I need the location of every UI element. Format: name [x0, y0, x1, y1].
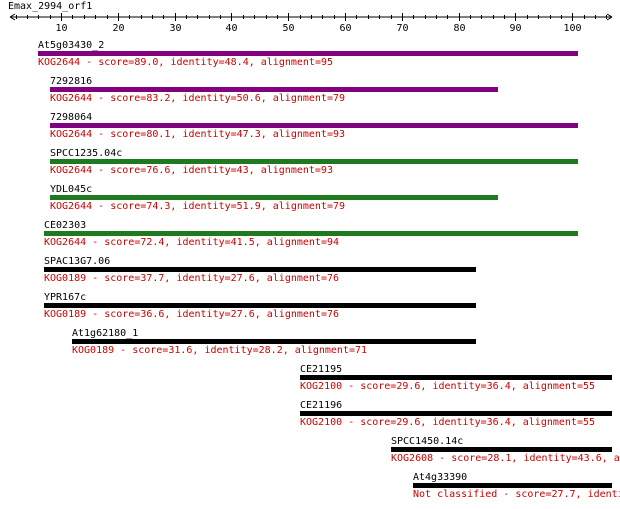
hit-row[interactable]: 7298064 KOG2644 - score=80.1, identity=47…: [50, 112, 578, 140]
hit-row[interactable]: SPCC1235.04c KOG2644 - score=76.6, identi…: [50, 148, 578, 176]
hit-info: KOG0189 - score=37.7, identity=27.6, ali…: [44, 273, 339, 284]
hit-row[interactable]: SPAC13G7.06 KOG0189 - score=37.7, identit…: [44, 256, 476, 284]
hit-name[interactable]: SPCC1450.14c: [391, 436, 463, 447]
hit-alignment-bar[interactable]: [391, 447, 612, 452]
axis-tick-label: 70: [396, 23, 408, 34]
hit-name[interactable]: YPR167c: [44, 292, 86, 303]
axis-tick-label: 20: [112, 23, 124, 34]
axis-tick-label: 40: [225, 23, 237, 34]
axis-tick-label: 100: [563, 23, 581, 34]
hit-row[interactable]: CE21195 KOG2100 - score=29.6, identity=36…: [300, 364, 612, 392]
axis-tick-label: 50: [282, 23, 294, 34]
axis-tick-label: 90: [509, 23, 521, 34]
hit-row[interactable]: YDL045c KOG2644 - score=74.3, identity=51…: [50, 184, 498, 212]
hit-name[interactable]: 7292816: [50, 76, 92, 87]
hit-name[interactable]: CE21195: [300, 364, 342, 375]
hit-info: KOG2608 - score=28.1, identity=43.6, ali…: [391, 453, 620, 464]
hit-info: KOG2644 - score=74.3, identity=51.9, ali…: [50, 201, 345, 212]
hit-name[interactable]: At1g62180_1: [72, 328, 138, 339]
hit-name[interactable]: YDL045c: [50, 184, 92, 195]
hit-row[interactable]: CE21196 KOG2100 - score=29.6, identity=36…: [300, 400, 612, 428]
hit-alignment-bar[interactable]: [44, 231, 578, 236]
axis-tick-label: 60: [339, 23, 351, 34]
hit-row[interactable]: 7292816 KOG2644 - score=83.2, identity=50…: [50, 76, 498, 104]
hit-row[interactable]: CE02303 KOG2644 - score=72.4, identity=41…: [44, 220, 578, 248]
axis-tick-label: 80: [453, 23, 465, 34]
hit-row[interactable]: At1g62180_1 KOG0189 - score=31.6, identit…: [72, 328, 476, 356]
hit-name[interactable]: 7298064: [50, 112, 92, 123]
hit-row[interactable]: At5g03430_2 KOG2644 - score=89.0, identit…: [38, 40, 578, 68]
axis-tick-label: 30: [169, 23, 181, 34]
hit-alignment-bar[interactable]: [44, 267, 476, 272]
hit-info: Not classified - score=27.7, identity=28…: [413, 489, 620, 500]
hit-alignment-bar[interactable]: [50, 87, 498, 92]
hit-row[interactable]: YPR167c KOG0189 - score=36.6, identity=27…: [44, 292, 476, 320]
hit-info: KOG2644 - score=72.4, identity=41.5, ali…: [44, 237, 339, 248]
axis-tick-label: 10: [55, 23, 67, 34]
hit-name[interactable]: At4g33390: [413, 472, 467, 483]
hits-list: At5g03430_2 KOG2644 - score=89.0, identit…: [38, 40, 620, 500]
hit-info: KOG2100 - score=29.6, identity=36.4, ali…: [300, 381, 595, 392]
sequence-axis: 10 20 30 40 50 60 70 80 90 100: [9, 13, 613, 34]
hit-info: KOG2644 - score=89.0, identity=48.4, ali…: [38, 57, 333, 68]
hit-name[interactable]: CE21196: [300, 400, 342, 411]
hit-alignment-bar[interactable]: [44, 303, 476, 308]
hit-info: KOG2644 - score=76.6, identity=43, align…: [50, 165, 333, 176]
hit-info: KOG2644 - score=83.2, identity=50.6, ali…: [50, 93, 345, 104]
hit-alignment-bar[interactable]: [72, 339, 476, 344]
hit-alignment-bar[interactable]: [50, 123, 578, 128]
hit-row[interactable]: At4g33390 Not classified - score=27.7, id…: [413, 472, 620, 500]
hit-info: KOG0189 - score=31.6, identity=28.2, ali…: [72, 345, 367, 356]
hit-name[interactable]: SPAC13G7.06: [44, 256, 110, 267]
hit-info: KOG2644 - score=80.1, identity=47.3, ali…: [50, 129, 345, 140]
hit-info: KOG2100 - score=29.6, identity=36.4, ali…: [300, 417, 595, 428]
hit-row[interactable]: SPCC1450.14c KOG2608 - score=28.1, identi…: [391, 436, 620, 464]
query-title: Emax_2994_orf1: [8, 1, 92, 12]
hit-alignment-bar[interactable]: [50, 195, 498, 200]
axis-left-arrow: [9, 13, 16, 21]
axis-right-arrow: [606, 13, 613, 21]
hit-alignment-bar[interactable]: [50, 159, 578, 164]
hit-alignment-bar[interactable]: [38, 51, 578, 56]
hit-name[interactable]: At5g03430_2: [38, 40, 104, 51]
hit-name[interactable]: CE02303: [44, 220, 86, 231]
hit-alignment-bar[interactable]: [413, 483, 612, 488]
hit-alignment-bar[interactable]: [300, 411, 612, 416]
hit-info: KOG0189 - score=36.6, identity=27.6, ali…: [44, 309, 339, 320]
hit-name[interactable]: SPCC1235.04c: [50, 148, 122, 159]
hit-alignment-bar[interactable]: [300, 375, 612, 380]
